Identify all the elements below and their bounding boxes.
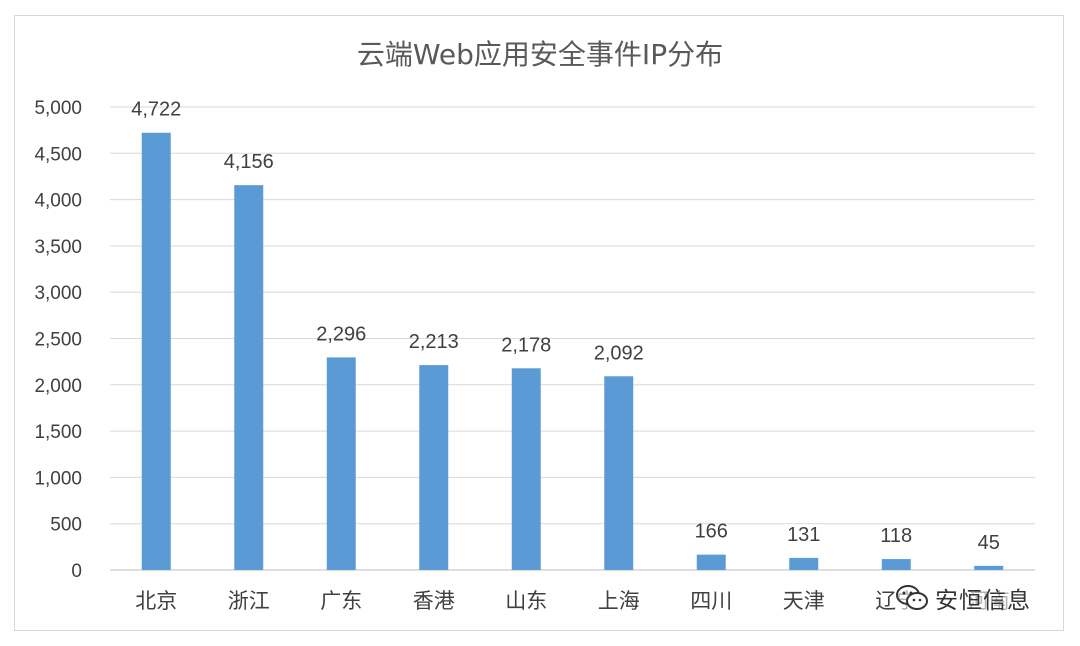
- x-tick-label: 广东: [320, 589, 362, 613]
- x-tick-label: 天津: [783, 589, 825, 613]
- data-label: 4,722: [131, 99, 181, 121]
- data-label: 45: [978, 532, 1000, 554]
- x-tick-label: 山东: [505, 589, 547, 613]
- y-tick-label: 3,500: [34, 237, 82, 258]
- y-tick-label: 5,000: [34, 98, 82, 119]
- y-tick-label: 1,500: [34, 422, 82, 443]
- bar: [419, 365, 449, 570]
- chart-title: 云端Web应用安全事件IP分布: [357, 38, 723, 71]
- data-label: 2,178: [501, 334, 551, 356]
- data-label: 166: [695, 521, 728, 543]
- x-axis-categories: 北京浙江广东香港山东上海四川天津辽宁河南: [135, 589, 1010, 613]
- data-label: 2,213: [409, 331, 459, 353]
- y-tick-label: 2,500: [34, 330, 82, 351]
- x-tick-label: 北京: [135, 589, 177, 613]
- y-tick-label: 2,000: [34, 376, 82, 397]
- bar: [141, 132, 171, 570]
- bar: [604, 376, 634, 570]
- grid-layer: [110, 106, 1035, 571]
- bar: [974, 565, 1004, 570]
- y-tick-label: 3,000: [34, 283, 82, 304]
- y-tick-label: 0: [71, 561, 82, 582]
- bar: [789, 557, 819, 570]
- bar: [511, 368, 541, 570]
- x-tick-label: 四川: [690, 589, 732, 613]
- data-label: 4,156: [224, 151, 274, 173]
- x-tick-label: 上海: [598, 589, 640, 613]
- data-label: 2,092: [594, 342, 644, 364]
- watermark: 安恒信息: [895, 580, 1031, 616]
- y-tick-label: 4,500: [34, 144, 82, 165]
- x-tick-label: 浙江: [228, 589, 270, 613]
- y-tick-label: 4,000: [34, 191, 82, 212]
- y-tick-label: 500: [50, 515, 82, 536]
- bars: [141, 132, 1004, 570]
- bar: [234, 185, 264, 570]
- data-label: 131: [787, 524, 820, 546]
- watermark-text: 安恒信息: [935, 588, 1031, 614]
- data-label: 2,296: [316, 323, 366, 345]
- bar: [696, 554, 726, 570]
- data-label: 118: [880, 525, 912, 547]
- value-labels: 4,722 4,156 2,296 2,213 2,178 2,092 166 131 118 4…: [131, 99, 1000, 554]
- bar: [881, 559, 911, 570]
- bar: [326, 357, 356, 570]
- y-tick-label: 1,000: [34, 468, 82, 489]
- y-axis-ticks: 0 500 1,000 1,500 2,000 2,500 3,000 3,500 4,000 4…: [34, 98, 82, 582]
- x-tick-label: 香港: [413, 589, 455, 613]
- wechat-icon: [896, 585, 928, 610]
